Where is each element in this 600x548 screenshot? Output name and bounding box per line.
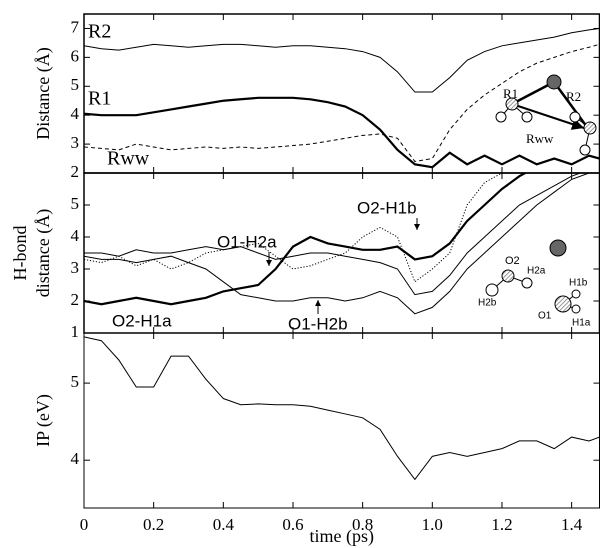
series-line — [84, 173, 582, 296]
series-label: R1 — [88, 88, 111, 110]
inset-label: H1b — [569, 278, 588, 289]
inset-label: H2a — [527, 266, 546, 277]
x-tick-label: 1.0 — [422, 515, 443, 534]
series-label: O1-H2b — [288, 314, 348, 333]
series-label: R2 — [88, 21, 111, 43]
y-tick-label: 2 — [71, 290, 80, 309]
y-axis-label: Distance (Å) — [33, 47, 54, 139]
y-tick-label: 2 — [71, 162, 80, 181]
y-axis-label: IP (eV) — [33, 394, 54, 447]
y-tick-label: 5 — [71, 75, 80, 94]
inset-label: O2 — [505, 255, 520, 267]
y-tick-label: 5 — [71, 372, 80, 391]
series-line — [84, 173, 528, 306]
inset-label: R2 — [566, 89, 581, 104]
x-tick-label: 0.6 — [282, 515, 303, 534]
inset-top — [495, 74, 597, 156]
plot-frame — [83, 332, 600, 509]
series-line — [84, 96, 600, 169]
x-tick-label: 1.4 — [561, 515, 583, 534]
series-line — [84, 336, 600, 481]
y-axis-label: distance (Å) — [33, 209, 54, 297]
series-label: Rww — [107, 148, 150, 170]
y-tick-label: 6 — [71, 46, 80, 65]
y-tick-label: 7 — [71, 17, 80, 36]
x-tick-label: 1.2 — [491, 515, 512, 534]
x-axis-label: time (ps) — [310, 526, 375, 547]
series-line — [84, 43, 600, 162]
y-tick-label: 3 — [71, 258, 80, 277]
inset-label: Rww — [526, 131, 554, 146]
inset-mid — [485, 239, 581, 314]
plot-frame — [83, 13, 600, 174]
y-tick-label: 4 — [71, 104, 80, 123]
series-label: O2-H1a — [112, 311, 172, 330]
series-label: O2-H1b — [357, 198, 417, 217]
y-tick-label: 5 — [71, 194, 80, 213]
y-tick-label: 4 — [71, 226, 80, 245]
y-tick-label: 3 — [71, 133, 80, 152]
y-axis-label: H-bond — [10, 226, 30, 281]
x-tick-label: 0.2 — [143, 515, 164, 534]
series-line — [84, 27, 600, 93]
x-tick-label: 0.8 — [352, 515, 373, 534]
inset-label: R1 — [503, 86, 518, 101]
annotation-arrows — [266, 218, 420, 314]
series-line — [84, 173, 591, 315]
inset-label: H1a — [572, 318, 591, 329]
series-label: O1-H2a — [217, 232, 277, 251]
inset-label: H2b — [478, 298, 497, 309]
x-tick-label: 0.4 — [213, 515, 235, 534]
inset-label: O1 — [538, 311, 552, 322]
y-tick-label: 4 — [71, 449, 80, 468]
x-tick-label: 0 — [80, 515, 89, 534]
y-tick-label: 1 — [71, 322, 80, 341]
